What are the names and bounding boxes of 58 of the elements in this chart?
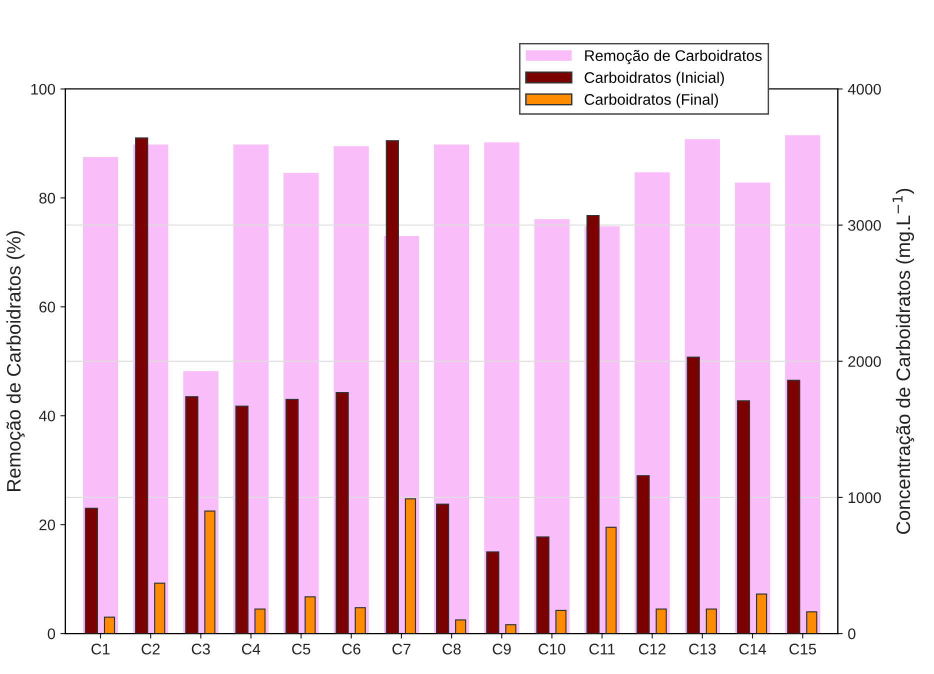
bar — [455, 619, 466, 634]
bar — [706, 608, 717, 634]
x-tick-label: C13 — [689, 644, 716, 655]
x-tick-label: C15 — [789, 644, 816, 655]
x-tick-label: C1 — [92, 644, 110, 655]
x-tick-label: C4 — [242, 644, 260, 655]
x-tick-label: C12 — [638, 644, 666, 655]
bar — [486, 551, 500, 634]
bar — [505, 624, 516, 634]
bar — [286, 398, 299, 634]
bar — [254, 608, 266, 634]
y-axis-title: Remoção de Carboidratos (%) — [6, 231, 25, 491]
x-tick-label: C6 — [342, 644, 360, 655]
x-tick-label: C14 — [739, 644, 766, 655]
y-tick-label: 80 — [39, 192, 56, 204]
x-tick-label: C10 — [538, 644, 566, 655]
x-tick-label: C9 — [492, 644, 511, 655]
legend-label: Carboidratos (Inicial) — [584, 72, 724, 86]
x-tick-label: C8 — [442, 644, 461, 655]
x-tick-label: C5 — [292, 644, 310, 655]
y-tick-label: 20 — [39, 520, 56, 530]
bar — [736, 400, 750, 634]
y2-tick-label: 2000 — [848, 356, 881, 367]
y2-tick-label: 1000 — [848, 492, 881, 504]
y2-tick-label: 4000 — [848, 84, 881, 95]
x-tick-label: C11 — [589, 644, 615, 655]
bar — [84, 508, 98, 634]
bar — [787, 380, 800, 634]
bar — [104, 616, 116, 634]
bar — [154, 582, 166, 634]
bar — [536, 536, 550, 634]
bar — [484, 142, 520, 634]
y2-axis-title: Concentração de Carboidratos (mg.L$^{−1}$) — [892, 188, 914, 534]
y-tick-label: 100 — [31, 84, 56, 95]
y2-tick-label: 0 — [848, 628, 856, 640]
y2-tick-label: 3000 — [848, 220, 881, 231]
bar — [204, 510, 216, 634]
bar — [636, 475, 650, 634]
bar — [304, 596, 316, 634]
y-tick-label: 40 — [39, 410, 56, 422]
x-tick-label: C2 — [142, 644, 160, 655]
y-tick-label: 60 — [39, 302, 56, 312]
x-tick-label: C3 — [192, 644, 210, 655]
bar — [555, 610, 566, 634]
bar — [686, 356, 700, 634]
bar — [404, 498, 416, 634]
bar — [336, 392, 349, 634]
bar — [656, 608, 667, 634]
legend-label: Remoção de Carboidratos — [585, 50, 762, 64]
x-tick-label: C7 — [392, 644, 410, 655]
bar — [436, 504, 450, 634]
bar — [606, 526, 617, 634]
legend-label: Carboidratos (Final) — [584, 94, 718, 108]
bar — [354, 607, 366, 634]
bar — [756, 594, 768, 634]
bar — [806, 611, 818, 634]
bar — [235, 406, 249, 634]
y-tick-label: 0 — [48, 628, 56, 640]
